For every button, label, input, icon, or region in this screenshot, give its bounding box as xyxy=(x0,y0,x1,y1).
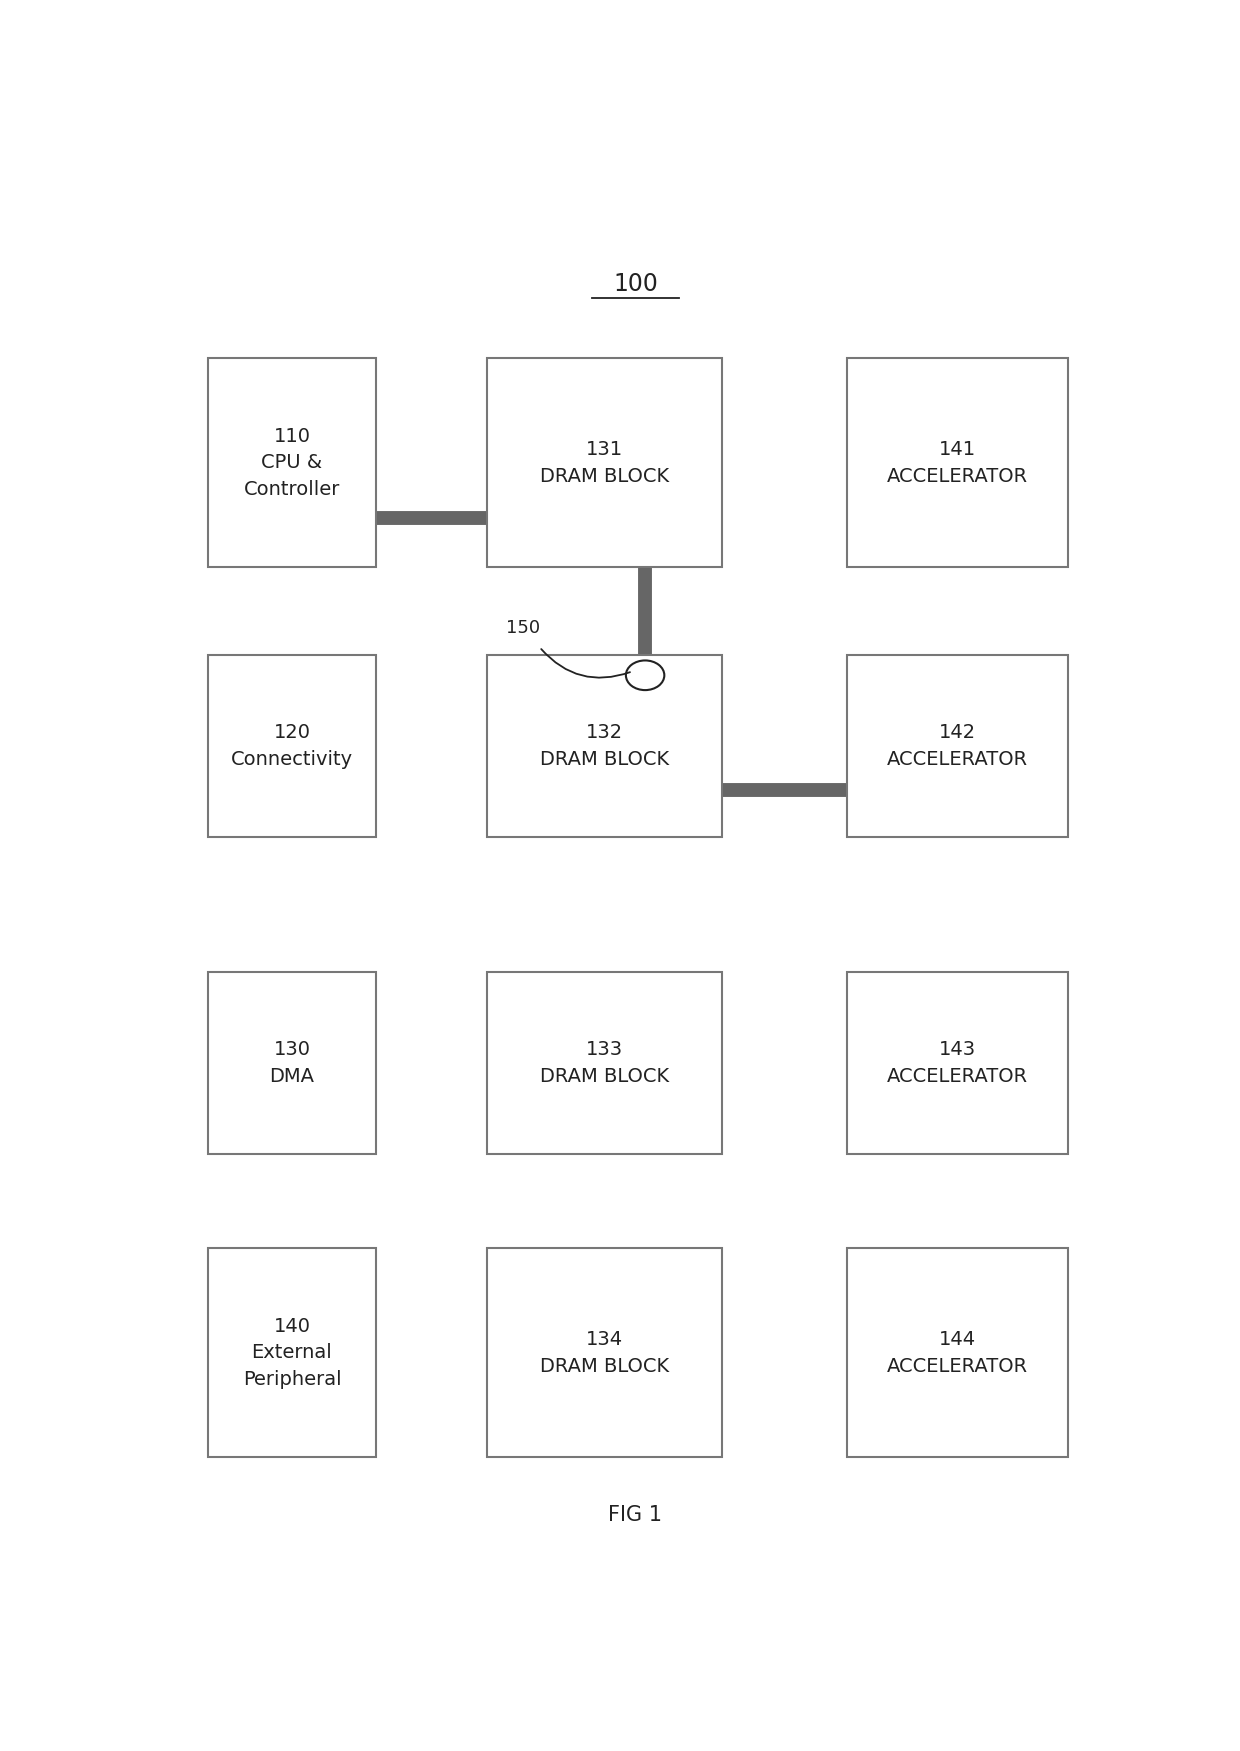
Text: 120
Connectivity: 120 Connectivity xyxy=(231,723,353,769)
Ellipse shape xyxy=(626,660,665,690)
Bar xyxy=(208,1248,376,1457)
Text: 130
DMA: 130 DMA xyxy=(269,1040,315,1086)
Bar xyxy=(486,972,722,1154)
Text: 144
ACCELERATOR: 144 ACCELERATOR xyxy=(887,1331,1028,1376)
Text: 100: 100 xyxy=(613,271,658,296)
Bar xyxy=(847,655,1068,837)
Bar xyxy=(847,972,1068,1154)
Bar xyxy=(847,1248,1068,1457)
Bar xyxy=(208,655,376,837)
Bar xyxy=(486,359,722,567)
Text: 150: 150 xyxy=(506,620,539,637)
Bar xyxy=(847,359,1068,567)
Bar xyxy=(208,359,376,567)
Text: 134
DRAM BLOCK: 134 DRAM BLOCK xyxy=(539,1331,668,1376)
Bar xyxy=(486,1248,722,1457)
Text: 143
ACCELERATOR: 143 ACCELERATOR xyxy=(887,1040,1028,1086)
Bar xyxy=(486,655,722,837)
Text: 132
DRAM BLOCK: 132 DRAM BLOCK xyxy=(539,723,668,769)
Bar xyxy=(208,972,376,1154)
Text: 141
ACCELERATOR: 141 ACCELERATOR xyxy=(887,440,1028,485)
Text: FIG 1: FIG 1 xyxy=(609,1506,662,1525)
Text: 140
External
Peripheral: 140 External Peripheral xyxy=(243,1317,341,1389)
Text: 142
ACCELERATOR: 142 ACCELERATOR xyxy=(887,723,1028,769)
Text: 110
CPU &
Controller: 110 CPU & Controller xyxy=(244,427,340,499)
Text: 133
DRAM BLOCK: 133 DRAM BLOCK xyxy=(539,1040,668,1086)
Text: 131
DRAM BLOCK: 131 DRAM BLOCK xyxy=(539,440,668,485)
